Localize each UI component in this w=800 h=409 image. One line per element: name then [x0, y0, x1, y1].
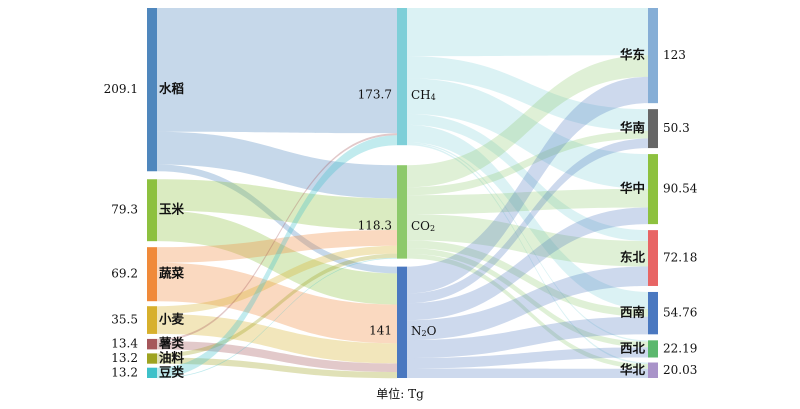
flow-link	[407, 207, 648, 321]
flow-link	[407, 266, 648, 341]
source-value-label: 35.5	[111, 313, 138, 327]
flow-link	[157, 357, 397, 379]
region-value-label: 72.18	[663, 251, 697, 265]
flow-link	[157, 8, 397, 134]
flow-link	[407, 56, 648, 131]
gas-value-label: 141	[369, 324, 392, 338]
flow-link	[407, 316, 648, 359]
source-node	[147, 353, 157, 364]
region-node	[648, 362, 658, 378]
nodes	[147, 8, 658, 378]
flow-link	[407, 130, 648, 196]
flow-link	[407, 124, 648, 309]
region-name-label: 华中	[620, 181, 645, 196]
flow-link	[407, 214, 648, 267]
region-value-label: 123	[663, 48, 686, 62]
source-name-label: 蔬菜	[159, 266, 185, 281]
flow-link	[157, 340, 397, 372]
source-value-label: 13.2	[111, 365, 138, 379]
flow-link	[157, 179, 397, 230]
region-value-label: 20.03	[663, 363, 697, 377]
region-node	[648, 8, 658, 104]
source-value-label: 13.2	[111, 351, 138, 365]
flow-link	[157, 131, 397, 199]
source-name-label: 小麦	[158, 312, 185, 327]
gas-node	[397, 165, 407, 259]
region-name-label: 西南	[620, 305, 646, 320]
flow-link	[157, 245, 397, 315]
source-name-label: 油料	[159, 350, 185, 365]
region-value-label: 22.19	[663, 341, 697, 355]
region-name-label: 东北	[620, 250, 646, 265]
gas-name-label: CH4	[411, 88, 436, 103]
flow-link	[407, 240, 648, 317]
source-value-label: 79.3	[111, 203, 138, 217]
flow-link	[407, 55, 648, 188]
gas-value-label: 118.3	[358, 219, 392, 233]
source-name-label: 水稻	[159, 81, 185, 96]
source-node	[147, 247, 157, 302]
source-node	[147, 367, 157, 378]
region-node	[648, 230, 658, 286]
flow-link	[407, 76, 648, 294]
flow-link	[407, 143, 648, 365]
gas-name-label: N2O	[411, 324, 437, 339]
flow-link	[407, 142, 648, 342]
flow-link	[407, 138, 648, 304]
flow-link	[157, 135, 397, 378]
flow-links	[157, 8, 648, 379]
flow-link	[407, 113, 648, 241]
flow-link	[157, 314, 397, 364]
flow-link	[407, 248, 648, 348]
source-name-label: 薯类	[158, 336, 185, 351]
source-value-label: 69.2	[111, 267, 138, 281]
labels: 209.1 水稻 79.3 玉米 69.2 蔬菜 35.5 小麦 13.4 薯类 13.2 油料 13.…	[104, 47, 698, 379]
region-name-label: 华北	[620, 362, 646, 377]
flow-link	[157, 253, 397, 358]
region-node	[648, 340, 658, 358]
source-value-label: 209.1	[104, 82, 138, 96]
region-node	[648, 291, 658, 335]
unit-label: 单位: Tg	[376, 387, 424, 401]
gas-node	[397, 8, 407, 146]
source-node	[147, 338, 157, 350]
flow-link	[407, 78, 648, 189]
region-name-label: 西北	[620, 340, 646, 355]
flow-link	[407, 368, 648, 378]
flow-link	[407, 347, 648, 369]
gas-node	[397, 266, 407, 378]
region-name-label: 华东	[620, 47, 646, 62]
region-name-label: 华南	[620, 120, 646, 135]
flow-link	[157, 210, 397, 305]
flow-link	[157, 262, 397, 344]
source-value-label: 13.4	[111, 337, 138, 351]
region-value-label: 90.54	[663, 182, 698, 196]
source-node	[147, 179, 157, 242]
flow-link	[157, 164, 397, 274]
region-node	[648, 154, 658, 225]
source-node	[147, 306, 157, 334]
flow-link	[407, 8, 648, 57]
region-value-label: 50.3	[663, 121, 690, 135]
flow-link	[407, 188, 648, 215]
source-name-label: 豆类	[159, 364, 185, 379]
source-name-label: 玉米	[159, 202, 185, 217]
flow-link	[407, 253, 648, 369]
source-node	[147, 8, 157, 172]
flow-link	[157, 257, 397, 379]
gas-value-label: 173.7	[358, 88, 392, 102]
flow-link	[157, 133, 397, 341]
flow-link	[157, 229, 397, 263]
gas-name-label: CO2	[411, 219, 435, 234]
region-node	[648, 109, 658, 149]
region-value-label: 54.76	[663, 306, 697, 320]
